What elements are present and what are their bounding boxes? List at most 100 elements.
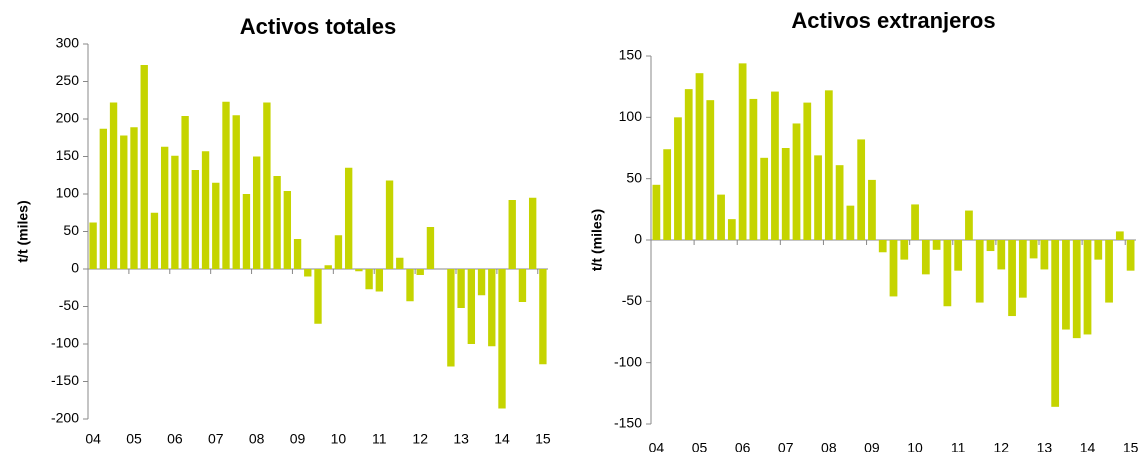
- y-tick-label: 100: [619, 108, 643, 124]
- x-tick-label: 07: [778, 440, 794, 452]
- bar: [212, 182, 220, 269]
- bar: [803, 102, 812, 240]
- x-tick-label: 15: [535, 431, 551, 447]
- x-tick-label: 05: [126, 431, 142, 447]
- y-tick-label: 150: [56, 147, 80, 163]
- bar: [814, 155, 822, 240]
- x-tick-label: 05: [692, 440, 708, 452]
- bar: [986, 240, 995, 252]
- y-tick-label: 0: [71, 260, 79, 276]
- bar: [109, 102, 118, 269]
- bar: [1062, 240, 1070, 330]
- bar: [263, 102, 271, 269]
- bar: [467, 269, 476, 344]
- bar: [416, 269, 424, 275]
- y-axis-label: t/t (miles): [589, 209, 605, 271]
- bar: [171, 155, 179, 269]
- bar: [518, 269, 527, 302]
- bar: [242, 194, 251, 269]
- y-tick-label: -50: [622, 292, 642, 308]
- bar: [1126, 240, 1135, 271]
- bar: [1051, 240, 1060, 407]
- bar: [283, 191, 292, 269]
- bar: [727, 219, 736, 240]
- y-tick-label: 0: [634, 231, 642, 247]
- bar: [426, 227, 435, 269]
- y-tick-label: -200: [51, 410, 79, 426]
- bar: [975, 240, 984, 303]
- bar: [375, 269, 384, 292]
- bar: [252, 156, 261, 269]
- x-tick-label: 13: [453, 431, 469, 447]
- bar: [1094, 240, 1103, 260]
- bar: [232, 115, 240, 269]
- bar: [304, 269, 312, 277]
- y-tick-label: -100: [614, 353, 642, 369]
- bar: [293, 239, 302, 269]
- bar: [99, 128, 108, 269]
- bar: [396, 257, 404, 269]
- bar: [684, 89, 693, 241]
- y-tick-label: 150: [619, 47, 643, 63]
- x-tick-label: 11: [372, 431, 387, 447]
- bar: [954, 240, 963, 271]
- bar: [771, 91, 779, 240]
- bar: [488, 269, 496, 347]
- bar: [344, 167, 353, 269]
- bar: [120, 135, 128, 269]
- x-tick-label: 10: [907, 440, 923, 452]
- bar: [835, 165, 844, 240]
- x-tick-label: 09: [864, 440, 880, 452]
- y-tick-label: 200: [56, 110, 80, 126]
- y-tick-label: 100: [56, 185, 80, 201]
- bar: [89, 222, 97, 269]
- bar: [1115, 231, 1124, 240]
- bar: [314, 269, 322, 324]
- bar: [160, 146, 169, 269]
- bar: [1083, 240, 1092, 335]
- bar: [911, 204, 919, 240]
- bar: [1008, 240, 1016, 317]
- bar: [868, 179, 876, 240]
- bar: [273, 176, 281, 269]
- bar: [717, 194, 725, 240]
- y-tick-label: -150: [51, 372, 79, 388]
- bar: [706, 100, 715, 240]
- bar: [878, 240, 887, 253]
- bar: [1029, 240, 1038, 259]
- bar: [781, 148, 790, 240]
- x-tick-label: 06: [167, 431, 183, 447]
- bar: [447, 269, 455, 367]
- bar: [140, 65, 148, 269]
- x-tick-label: 15: [1123, 440, 1139, 452]
- bar: [528, 197, 537, 269]
- bar: [760, 157, 769, 240]
- bar: [334, 235, 343, 269]
- bar: [965, 210, 973, 240]
- bar: [1018, 240, 1027, 298]
- x-tick-label: 09: [290, 431, 306, 447]
- x-tick-label: 11: [951, 440, 966, 452]
- bar: [943, 240, 952, 307]
- bar: [932, 240, 941, 250]
- bar: [508, 200, 516, 269]
- x-tick-label: 14: [1080, 440, 1096, 452]
- bar: [846, 205, 855, 240]
- x-tick-label: 08: [821, 440, 837, 452]
- bar: [498, 269, 506, 409]
- y-axis-label: t/t (miles): [15, 200, 31, 262]
- bar: [1072, 240, 1081, 339]
- bar: [857, 139, 866, 240]
- x-tick-label: 10: [331, 431, 347, 447]
- y-tick-label: -150: [614, 415, 642, 431]
- x-tick-label: 13: [1037, 440, 1053, 452]
- bar: [324, 265, 332, 269]
- bar: [365, 269, 373, 290]
- bar: [738, 63, 747, 240]
- bar: [222, 101, 230, 269]
- bar: [824, 90, 833, 240]
- bar: [130, 127, 138, 269]
- bar: [674, 117, 682, 240]
- bar: [457, 269, 465, 308]
- bar: [792, 123, 801, 240]
